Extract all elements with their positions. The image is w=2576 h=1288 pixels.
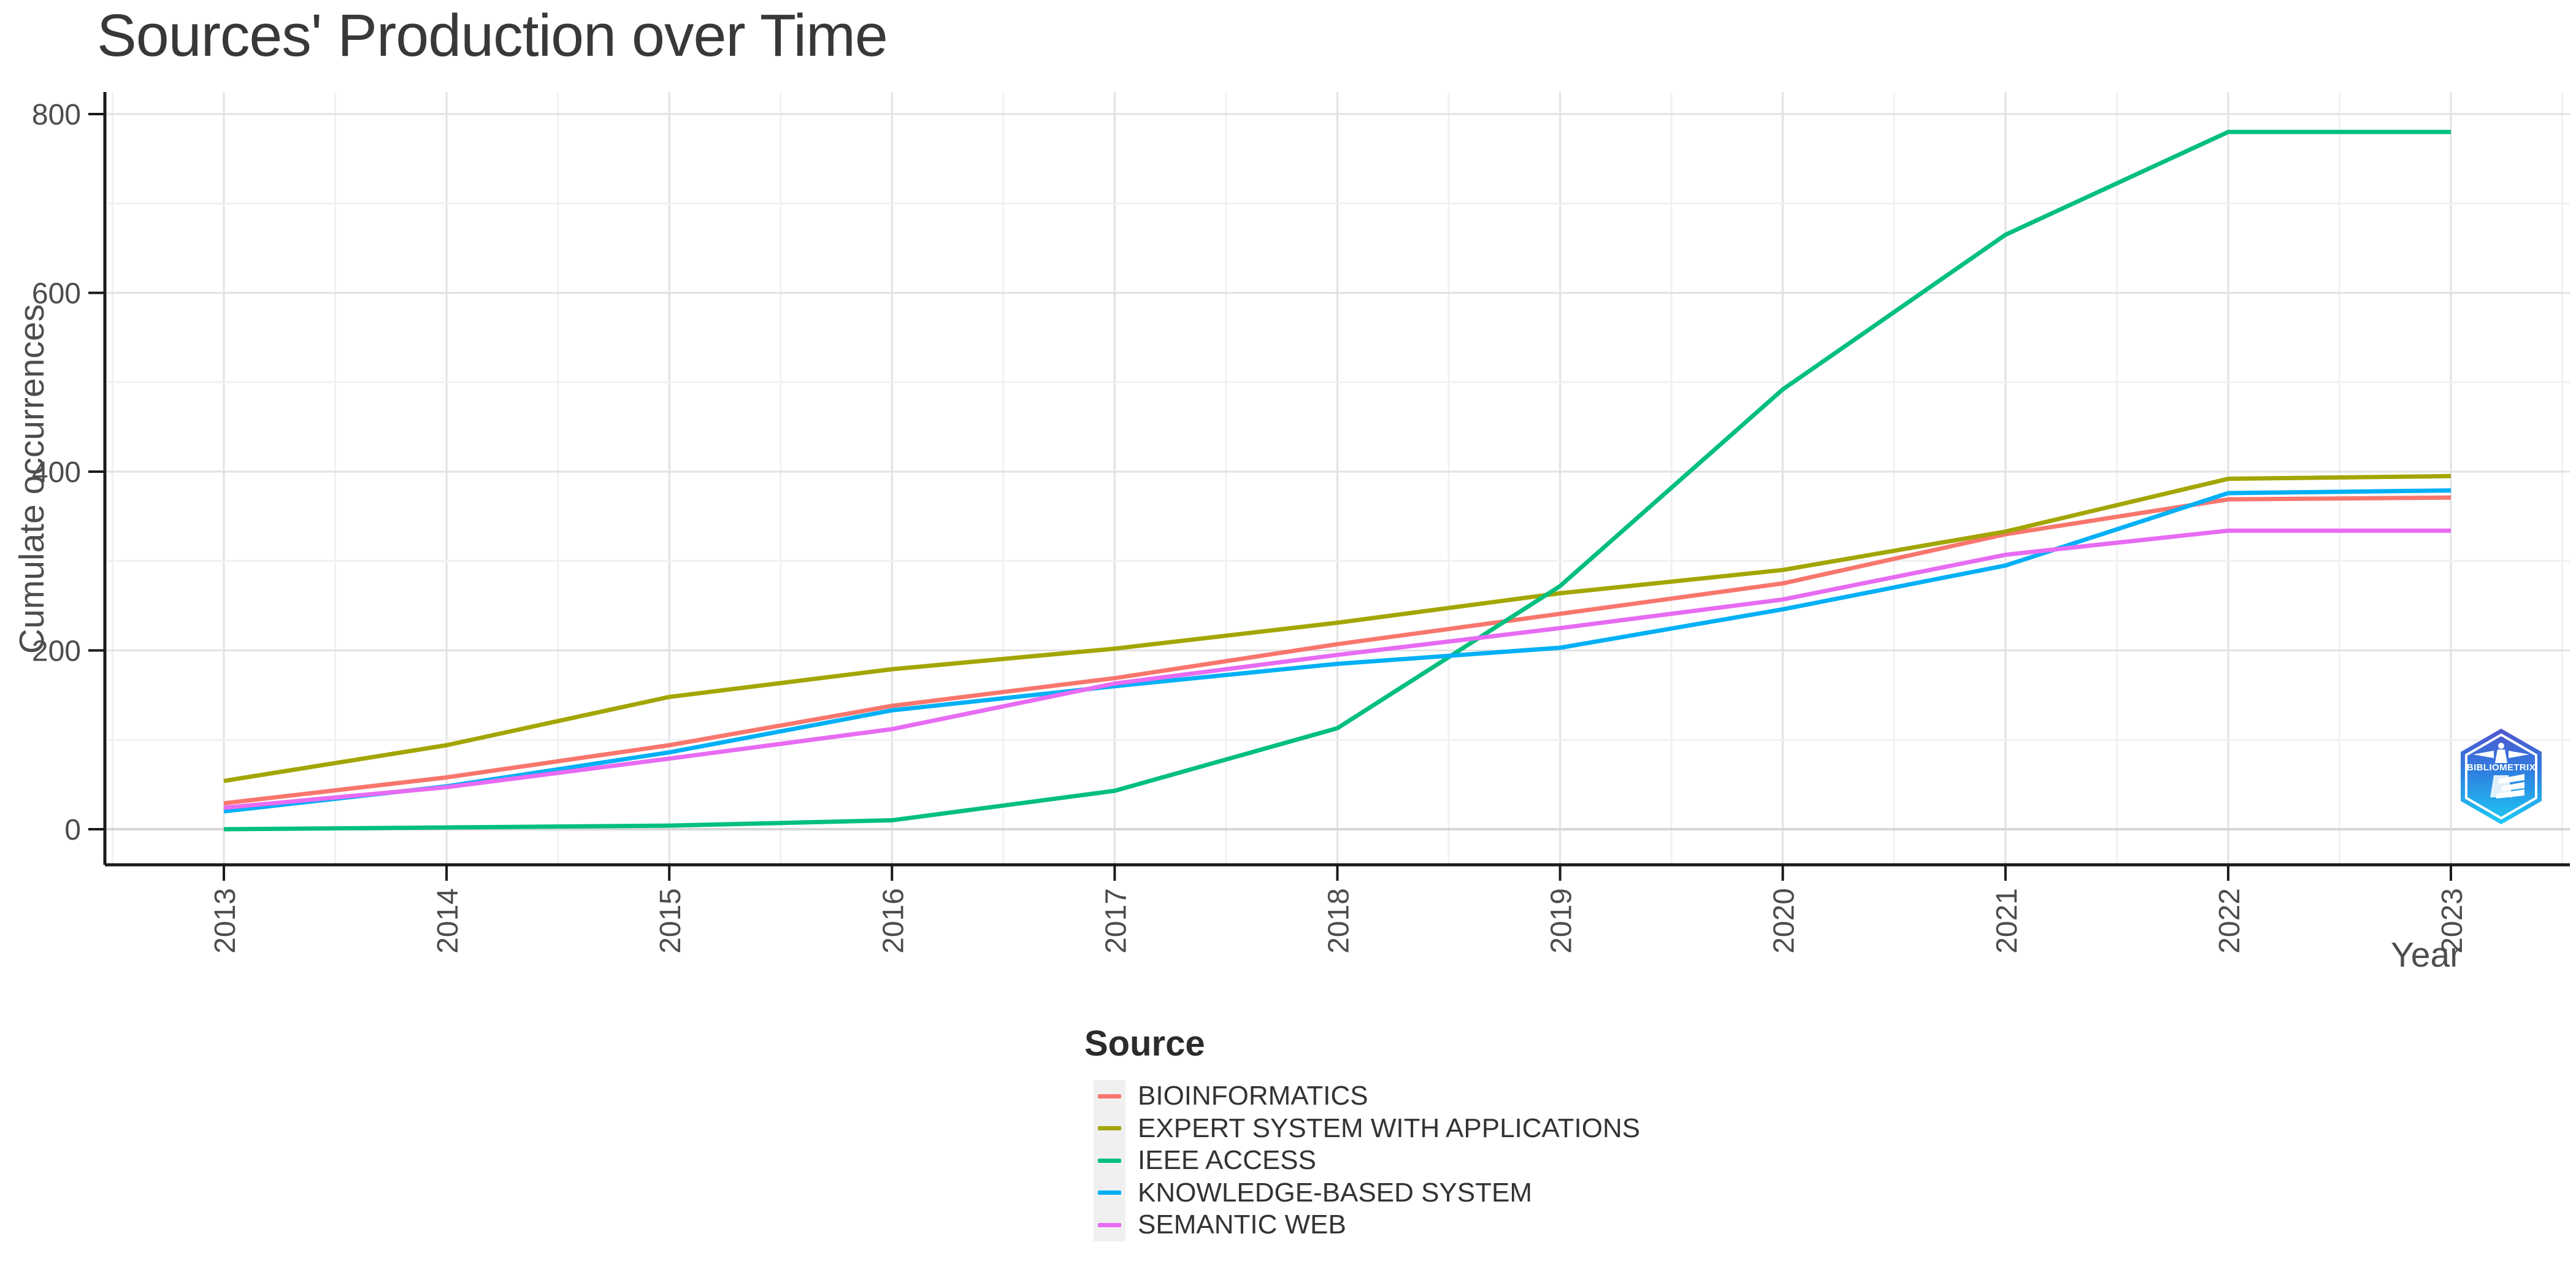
- x-tick-label: 2015: [654, 888, 687, 954]
- legend-key: [1094, 1080, 1125, 1113]
- legend-label: EXPERT SYSTEM WITH APPLICATIONS: [1138, 1113, 1641, 1143]
- legend: Source BIOINFORMATICS EXPERT SYSTEM WITH …: [1084, 1023, 1640, 1241]
- legend-swatch: [1098, 1158, 1121, 1163]
- logo-beam-left: [2473, 751, 2494, 758]
- y-tick-label: 200: [32, 635, 81, 668]
- logo-lighthouse-dome: [2498, 743, 2504, 749]
- legend-label: BIOINFORMATICS: [1138, 1081, 1368, 1111]
- legend-item: EXPERT SYSTEM WITH APPLICATIONS: [1094, 1112, 1641, 1144]
- legend-key: [1094, 1209, 1125, 1241]
- y-tick-label: 400: [32, 456, 81, 489]
- series-line-bioinformatics: [223, 495, 2451, 806]
- logo-three-bar-1: [2499, 774, 2524, 784]
- legend-swatch: [1098, 1222, 1121, 1227]
- y-tick-label: 0: [64, 814, 81, 846]
- legend-swatch: [1098, 1126, 1121, 1131]
- x-tick-label: 2023: [2436, 888, 2469, 954]
- legend-item: KNOWLEDGE-BASED SYSTEM: [1094, 1176, 1640, 1209]
- x-tick-label: 2022: [2214, 888, 2246, 954]
- logo-three-bar-3: [2496, 789, 2524, 799]
- x-tick-label: 2020: [1768, 888, 1801, 954]
- legend-key: [1094, 1144, 1125, 1177]
- legend-label: IEEE ACCESS: [1138, 1145, 1317, 1176]
- x-tick-label: 2017: [1100, 888, 1132, 954]
- logo-lighthouse-tower: [2495, 749, 2507, 763]
- chart-title: Sources' Production over Time: [97, 2, 888, 69]
- legend-label: KNOWLEDGE-BASED SYSTEM: [1138, 1177, 1533, 1208]
- x-tick-label: 2014: [432, 888, 464, 954]
- legend-swatch: [1098, 1094, 1121, 1098]
- legend-key: [1094, 1112, 1125, 1144]
- legend-label: SEMANTIC WEB: [1138, 1209, 1346, 1240]
- y-tick-label: 600: [32, 278, 81, 310]
- x-tick-label: 2021: [1991, 888, 2023, 954]
- logo-three-bar-2: [2501, 782, 2524, 791]
- x-tick-label: 2019: [1546, 888, 1578, 954]
- series-line-semantic-web: [223, 528, 2451, 810]
- legend-item: BIOINFORMATICS: [1094, 1080, 1640, 1113]
- logo-text: BIBLIOMETRIX: [2467, 762, 2536, 773]
- legend-item: IEEE ACCESS: [1094, 1144, 1640, 1177]
- legend-swatch: [1098, 1190, 1121, 1195]
- series-line-expert-system-with-applications: [223, 473, 2451, 783]
- legend-title: Source: [1084, 1024, 1205, 1064]
- y-tick-label: 800: [32, 99, 81, 131]
- legend-key: [1094, 1176, 1125, 1209]
- y-axis-title: Cumulate occurrences: [12, 304, 52, 654]
- series-line-ieee-access: [223, 129, 2451, 832]
- x-axis-title: Year: [2391, 935, 2462, 975]
- logo-hexagon-border: [2465, 733, 2537, 820]
- bibliometrix-logo: BIBLIOMETRIX: [2461, 729, 2542, 824]
- x-tick-label: 2016: [877, 888, 910, 954]
- legend-rows: BIOINFORMATICS EXPERT SYSTEM WITH APPLICA…: [1094, 1080, 1640, 1241]
- legend-item: SEMANTIC WEB: [1094, 1209, 1640, 1241]
- logo-beam-right: [2509, 751, 2529, 758]
- series-line-knowledge-based-system: [223, 488, 2451, 814]
- x-tick-label: 2018: [1323, 888, 1355, 954]
- x-tick-label: 2013: [209, 888, 242, 954]
